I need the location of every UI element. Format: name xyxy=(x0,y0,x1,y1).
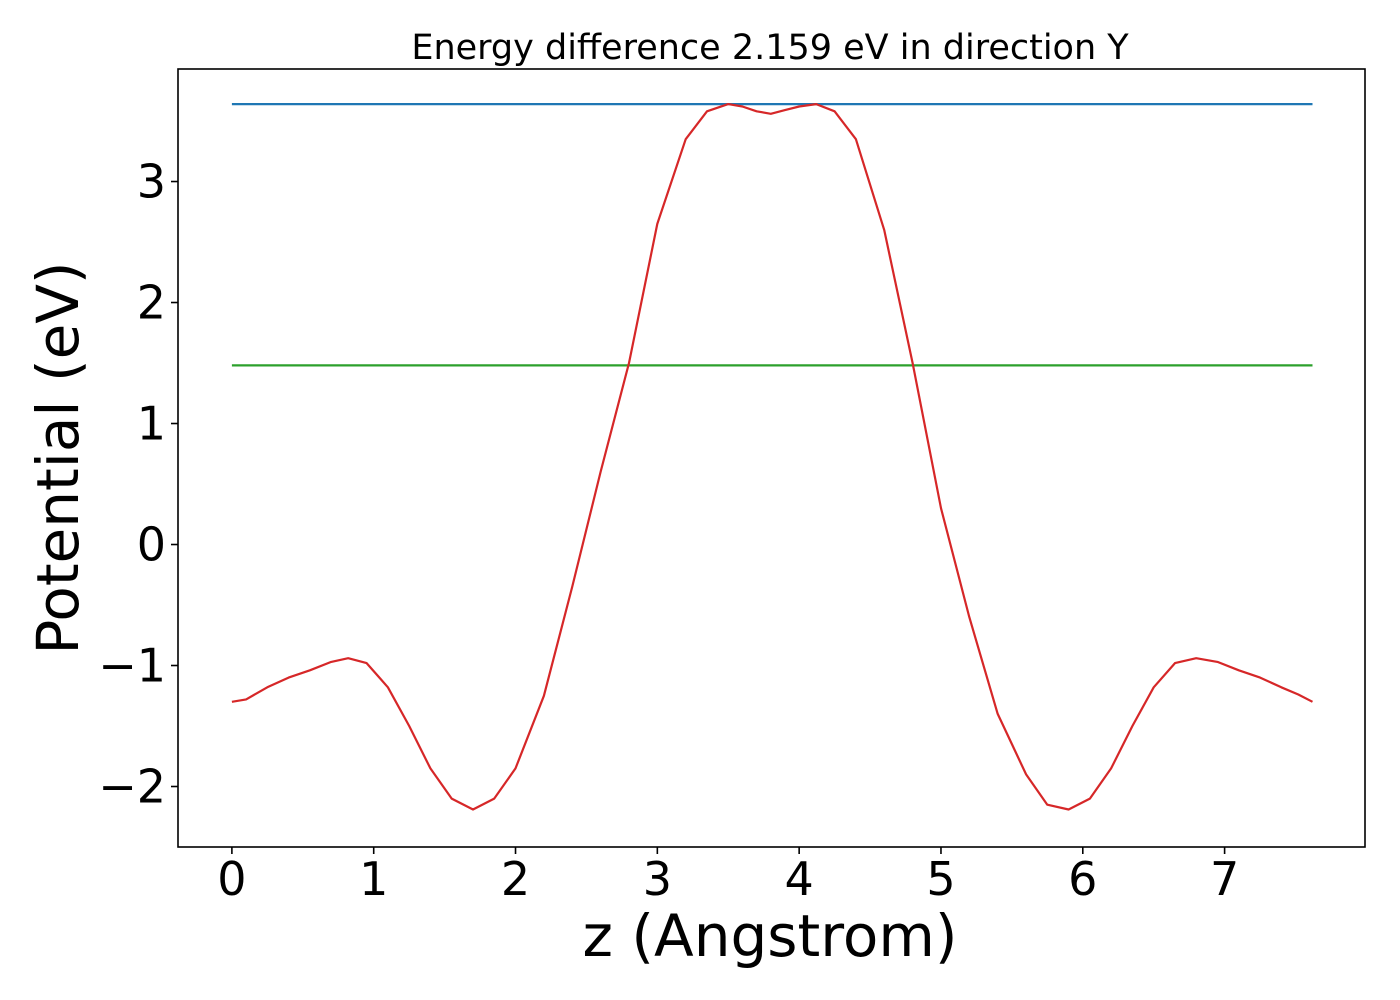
x-axis-label: z (Angstrom) xyxy=(583,902,958,970)
y-tick-label: 3 xyxy=(137,155,166,209)
x-tick-label: 0 xyxy=(217,852,246,906)
x-tick-label: 5 xyxy=(926,852,955,906)
plot-frame xyxy=(177,68,1366,848)
y-tick-label: 1 xyxy=(137,397,166,451)
x-tick-label: 2 xyxy=(501,852,530,906)
series-line-2 xyxy=(231,102,1314,811)
x-tick-label: 3 xyxy=(643,852,672,906)
y-tick-label: 0 xyxy=(137,518,166,572)
x-tick-label: 4 xyxy=(785,852,814,906)
x-tick-label: 6 xyxy=(1068,852,1097,906)
y-tick-label: −2 xyxy=(98,760,166,814)
y-tick-label: −1 xyxy=(98,639,166,693)
x-tick-label: 7 xyxy=(1210,852,1239,906)
y-axis-label: Potential (eV) xyxy=(24,261,92,654)
chart-title: Energy difference 2.159 eV in direction … xyxy=(411,28,1129,68)
y-tick-label: 2 xyxy=(137,276,166,330)
x-tick-label: 1 xyxy=(359,852,388,906)
